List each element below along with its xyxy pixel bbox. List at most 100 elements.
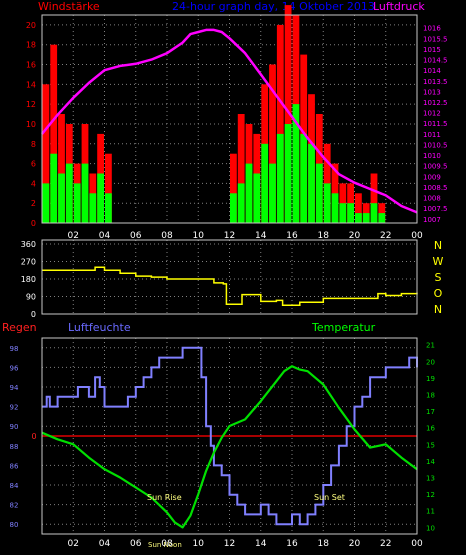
wind-bar [58, 173, 65, 223]
rain-y-tick-label: 0 [31, 432, 36, 441]
pressure-axis-label: Luftdruck [373, 0, 425, 13]
wind-x-tick-label: 12 [224, 231, 235, 241]
wind-bar [253, 173, 261, 223]
wind-panel-frame [41, 14, 418, 224]
sun-rise-label: Sun Rise [147, 493, 182, 502]
humidity-line [42, 346, 418, 526]
pressure-y-tick-label: 1014 [423, 67, 441, 75]
pressure-y-tick-label: 1014.5 [423, 57, 448, 65]
pressure-y-tick-label: 1009 [423, 173, 441, 181]
wind-y-tick-label: 2 [31, 199, 36, 208]
humidity-y-tick-label: 92 [10, 404, 19, 412]
wind-bar [276, 133, 284, 223]
humidity-x-tick-label: 00 [411, 539, 423, 549]
gust-bar [269, 64, 276, 223]
wind-y-tick-label: 10 [26, 120, 36, 129]
wind-bar [339, 203, 347, 223]
wind-bar [97, 173, 104, 223]
pressure-line [41, 28, 418, 214]
wind-x-tick-label: 06 [130, 231, 142, 241]
compass-label: N [434, 303, 442, 316]
wind-pressure-panel: Windstärke 24-hour graph day, 14 Oktober… [26, 0, 448, 241]
gust-bar [42, 84, 50, 223]
wind-y-tick-label: 8 [31, 140, 36, 149]
temperature-y-tick-label: 11 [426, 508, 435, 516]
wind-y-tick-label: 16 [26, 61, 36, 70]
humidity-x-tick-label: 16 [286, 539, 298, 549]
direction-panel-frame [41, 239, 418, 315]
wind-bar [370, 203, 378, 223]
humidity-y-tick-label: 98 [10, 345, 19, 353]
temperature-y-tick-label: 20 [426, 358, 435, 366]
humidity-x-tick-label: 12 [224, 539, 235, 549]
temperature-y-tick-label: 13 [426, 475, 435, 483]
humidity-y-tick-label: 96 [10, 364, 19, 372]
humidity-x-tick-label: 20 [349, 539, 361, 549]
temperature-y-tick-label: 17 [426, 408, 435, 416]
pressure-y-tick-label: 1012.5 [423, 99, 448, 107]
wind-bar [73, 183, 81, 223]
wind-y-tick-label: 12 [26, 100, 36, 109]
wind-bar [65, 163, 73, 223]
wind-bar [105, 193, 112, 223]
pressure-y-tick-label: 1010 [423, 152, 441, 160]
gust-bar [370, 173, 378, 223]
wind-bar [355, 213, 362, 223]
humidity-y-tick-label: 88 [10, 443, 19, 451]
pressure-y-tick-label: 1010.5 [423, 141, 448, 149]
direction-line [42, 266, 418, 307]
pressure-y-tick-label: 1011 [423, 131, 441, 139]
gust-bar [276, 24, 284, 224]
wind-bar [347, 203, 354, 223]
wind-x-tick-label: 18 [318, 231, 330, 241]
wind-bar [42, 183, 50, 223]
compass-label: O [434, 287, 443, 300]
wind-y-tick-label: 6 [31, 160, 36, 169]
temperature-y-tick-label: 12 [426, 491, 435, 499]
wind-bar [89, 193, 97, 223]
wind-axis-label: Windstärke [38, 0, 100, 13]
wind-bar [331, 193, 339, 223]
temperature-axis-label: Temperatur [311, 321, 376, 334]
pressure-y-tick-label: 1012 [423, 110, 441, 118]
wind-x-tick-label: 08 [161, 231, 173, 241]
compass-label: S [435, 271, 442, 284]
wind-x-tick-label: 20 [349, 231, 361, 241]
humidity-y-tick-label: 84 [10, 482, 19, 490]
wind-x-tick-label: 00 [411, 231, 423, 241]
pressure-y-tick-label: 1016 [423, 25, 441, 33]
wind-bar [237, 183, 245, 223]
wind-bar [292, 104, 300, 223]
wind-x-tick-label: 02 [68, 231, 79, 241]
humidity-y-tick-label: 86 [10, 462, 19, 470]
humidity-x-tick-label: 14 [255, 539, 267, 549]
direction-y-tick-label: 0 [31, 310, 36, 319]
humidity-panel-frame [41, 337, 418, 535]
wind-x-tick-label: 16 [286, 231, 298, 241]
temperature-line [41, 365, 418, 529]
wind-bar [230, 193, 237, 223]
gust-bar [230, 153, 237, 223]
wind-y-tick-label: 20 [26, 21, 36, 30]
humidity-temperature-panel: Regen Luftfeuchte Temperatur Sun Rise Su… [2, 321, 435, 549]
gust-bar [284, 5, 292, 223]
chart-title: 24-hour graph day, 14 Oktober 2013 [172, 0, 375, 13]
humidity-x-tick-label: 04 [99, 539, 111, 549]
humidity-x-tick-label: 10 [193, 539, 205, 549]
wind-bar [269, 163, 276, 223]
humidity-x-tick-label: 22 [380, 539, 391, 549]
wind-bar [323, 183, 331, 223]
wind-y-tick-label: 18 [26, 41, 36, 50]
wind-bar [284, 124, 292, 223]
wind-bar [315, 163, 323, 223]
humidity-x-tick-label: 08 [161, 539, 173, 549]
humidity-x-tick-label: 18 [318, 539, 330, 549]
humidity-x-tick-label: 06 [130, 539, 142, 549]
temperature-y-tick-label: 18 [426, 391, 435, 399]
wind-x-tick-label: 04 [99, 231, 111, 241]
direction-y-tick-label: 360 [21, 240, 36, 249]
wind-x-tick-label: 22 [380, 231, 391, 241]
